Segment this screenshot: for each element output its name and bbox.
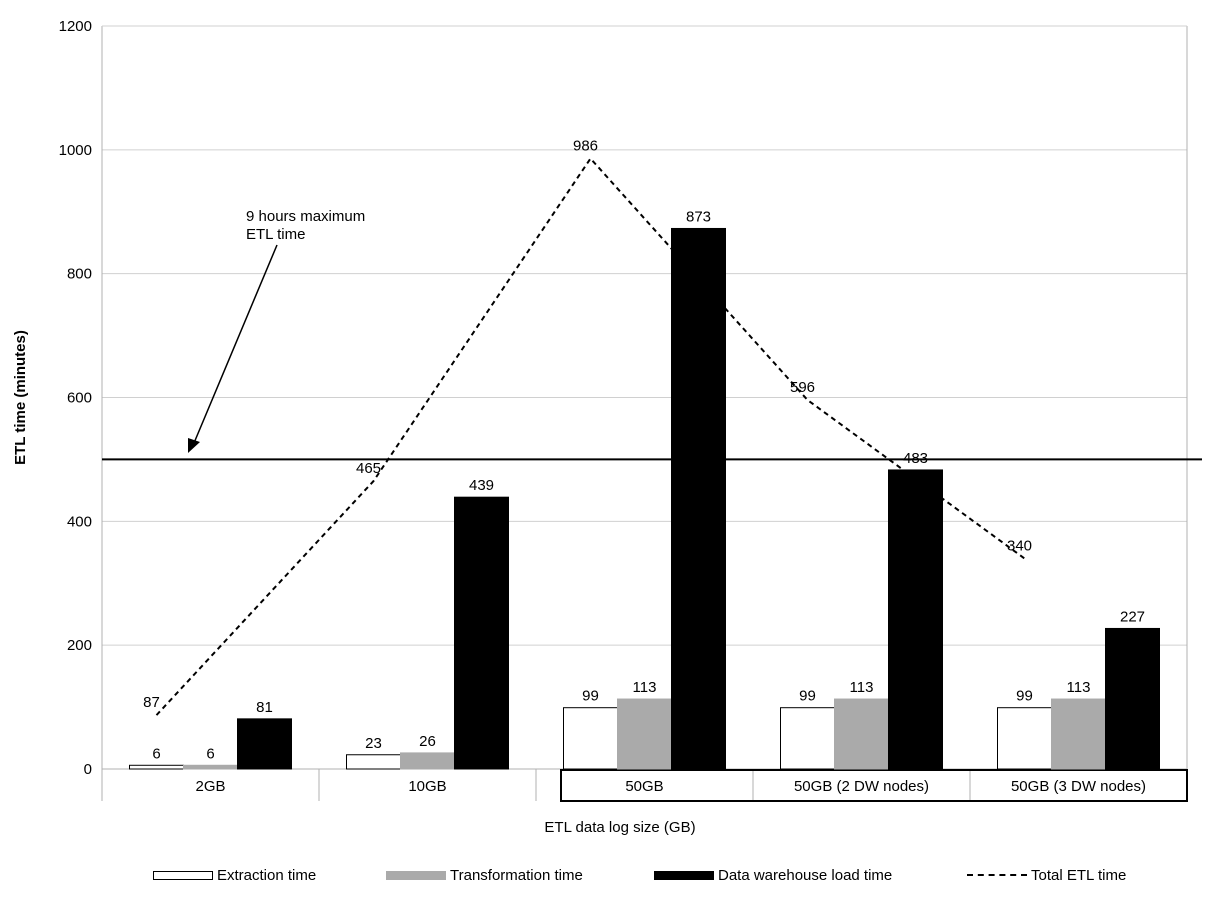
x-tick-label: 10GB	[408, 778, 446, 795]
bar	[997, 707, 1052, 770]
total-value-label: 596	[790, 379, 815, 396]
y-tick-label: 600	[67, 390, 92, 407]
bar-value-label: 99	[799, 688, 816, 705]
legend-load-label: Data warehouse load time	[718, 866, 893, 884]
bar-value-label: 81	[256, 699, 273, 716]
labels: 0 200 400 600 800 1000 1200 2GB 10GB 50GB 50GB (2 …	[12, 18, 1146, 836]
legend-transformation-swatch	[386, 870, 446, 880]
bars	[129, 227, 1160, 770]
bar	[563, 707, 618, 770]
bar-value-label: 99	[1016, 688, 1033, 705]
y-axis-title: ETL time (minutes)	[12, 330, 29, 465]
annotation-arrow	[193, 244, 278, 444]
etl-chart: 0 200 400 600 800 1000 1200 2GB 10GB 50GB 50GB (2 …	[12, 18, 1202, 836]
legend-extraction-swatch	[153, 870, 213, 880]
total-value-label: 340	[1007, 537, 1032, 554]
bar-value-label: 26	[419, 733, 436, 750]
bar	[454, 496, 509, 770]
bar	[834, 698, 889, 770]
x-tick-label: 50GB (3 DW nodes)	[1011, 778, 1146, 795]
bar-value-label: 113	[633, 679, 657, 696]
legend-total-label: Total ETL time	[1031, 866, 1127, 884]
bar-value-label: 6	[152, 745, 160, 762]
bar-value-label: 99	[582, 688, 599, 705]
legend-transformation: Transformation time	[386, 863, 583, 887]
legend-extraction: Extraction time	[153, 863, 316, 887]
y-tick-label: 1000	[59, 142, 92, 159]
annotation-line1: 9 hours maximum	[246, 208, 365, 225]
bar-value-label: 873	[686, 208, 711, 225]
bar	[671, 227, 726, 770]
bar-value-label: 483	[903, 450, 928, 467]
y-tick-label: 1200	[59, 18, 92, 35]
bar-value-label: 23	[365, 735, 382, 752]
legend-load: Data warehouse load time	[654, 863, 892, 887]
y-tick-label: 400	[67, 513, 92, 530]
bar	[129, 764, 184, 770]
legend-total: Total ETL time	[967, 863, 1126, 887]
bar-value-label: 113	[850, 679, 874, 696]
annotation-arrowhead	[188, 438, 200, 453]
x-axis-title: ETL data log size (GB)	[544, 819, 695, 836]
highlight-box	[560, 769, 1188, 802]
total-value-label: 87	[143, 694, 160, 711]
legend-extraction-label: Extraction time	[217, 866, 317, 884]
y-tick-label: 200	[67, 637, 92, 654]
total-value-label: 986	[573, 138, 598, 155]
annotation-line2: ETL time	[246, 226, 305, 243]
legend: Extraction time Transformation time Data…	[0, 863, 1216, 889]
legend-load-swatch	[654, 870, 714, 880]
bar-value-label: 113	[1067, 679, 1091, 696]
x-tick-label: 50GB	[625, 778, 663, 795]
y-tick-label: 0	[84, 761, 92, 778]
y-tick-label: 800	[67, 266, 92, 283]
bar	[346, 754, 401, 770]
bar	[237, 718, 292, 770]
x-tick-label: 2GB	[195, 778, 225, 795]
x-tick-label: 50GB (2 DW nodes)	[794, 778, 929, 795]
bar	[617, 698, 672, 770]
legend-total-swatch	[967, 874, 1027, 876]
bar-value-label: 6	[206, 745, 214, 762]
bar	[1105, 627, 1160, 770]
bar	[1051, 698, 1106, 770]
legend-transformation-label: Transformation time	[450, 866, 583, 884]
bar-value-label: 439	[469, 477, 494, 494]
bar	[780, 707, 835, 770]
bar	[888, 469, 943, 770]
bar	[400, 752, 455, 770]
bar	[183, 764, 238, 770]
bar-value-label: 227	[1120, 608, 1145, 625]
total-value-label: 465	[356, 460, 381, 477]
